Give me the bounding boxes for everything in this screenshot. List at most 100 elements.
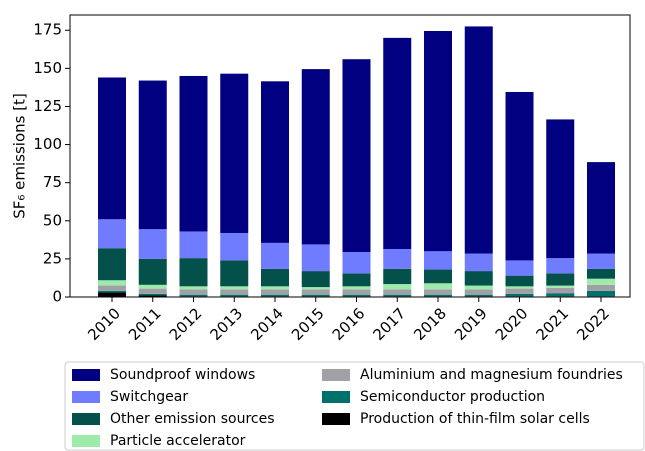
bar-segment (424, 294, 452, 297)
legend-swatch (322, 369, 350, 381)
bar-segment (301, 287, 330, 290)
bar-segment (546, 296, 575, 297)
bar-segment (98, 285, 126, 291)
bar-segment (383, 248, 412, 269)
x-tick-label: 2018 (410, 304, 450, 344)
y-tick-label: 100 (33, 135, 62, 153)
legend-swatch (72, 391, 100, 403)
legend-swatch (322, 413, 350, 425)
x-tick-label: 2020 (492, 304, 532, 344)
x-tick-label: 2021 (533, 304, 573, 344)
bar-segment (424, 31, 452, 252)
bar-segment (464, 253, 493, 272)
legend-label: Production of thin-film solar cells (360, 411, 590, 427)
bar-segment (98, 292, 126, 297)
bar-segment (261, 286, 289, 290)
y-tick-label: 175 (33, 21, 62, 39)
bar-segment (301, 244, 330, 272)
bar-segment (383, 268, 412, 285)
bar-segment (464, 26, 493, 254)
bar-segment (261, 268, 289, 287)
bar-segment (424, 296, 452, 297)
x-tick-label: 2019 (451, 304, 491, 344)
bar-segment (138, 284, 167, 289)
bar-segment (220, 289, 249, 295)
bar-segment (138, 288, 167, 294)
bar-segment (587, 268, 615, 279)
bar-segment (138, 293, 167, 296)
bar-segment (587, 296, 615, 297)
bar-segment (464, 285, 493, 290)
bar-segment (424, 283, 452, 290)
bar-segment (587, 290, 615, 297)
x-tick-label: 2013 (207, 304, 247, 344)
bar-segment (342, 252, 371, 274)
legend-swatch (72, 413, 100, 425)
legend-label: Aluminium and magnesium foundries (360, 367, 623, 383)
bar-segment (424, 269, 452, 284)
bar-segment (505, 296, 534, 297)
y-tick-label: 125 (33, 97, 62, 115)
bar-segment (505, 286, 534, 289)
bar-segment (383, 294, 412, 297)
bar-segment (546, 258, 575, 274)
bar-segment (342, 59, 371, 253)
legend-label: Particle accelerator (110, 433, 246, 449)
bar-segment (383, 289, 412, 295)
bar-segment (546, 285, 575, 288)
bar-segment (138, 80, 167, 230)
bar-segment (261, 294, 289, 297)
bar-segment (138, 258, 167, 285)
y-tick-label: 25 (43, 249, 62, 267)
legend-swatch (322, 391, 350, 403)
bar-segment (138, 295, 167, 297)
y-axis-label: SF₆ emissions [t] (11, 93, 29, 219)
legend-label: Soundproof windows (110, 367, 255, 383)
y-tick-label: 150 (33, 59, 62, 77)
bar-segment (546, 119, 575, 259)
legend: Soundproof windows Switchgear Other emissi… (72, 367, 623, 449)
bar-segment (220, 73, 249, 233)
legend-label: Semiconductor production (360, 389, 545, 405)
bar-segment (98, 77, 126, 220)
bar-segment (98, 248, 126, 281)
bar-segment (179, 258, 208, 287)
bar-segment (464, 294, 493, 297)
bar-segment (505, 260, 534, 276)
bar-segment (179, 286, 208, 290)
y-tick-label: 0 (52, 288, 62, 306)
bar-segment (220, 260, 249, 287)
bar-segment (261, 296, 289, 297)
bar-segment (220, 294, 249, 297)
x-tick-label: 2015 (288, 304, 328, 344)
bar-segment (220, 286, 249, 290)
bar-segment (138, 229, 167, 259)
bar-segment (179, 294, 208, 297)
bar-segment (464, 289, 493, 295)
bar-segment (505, 275, 534, 287)
bar-segment (179, 231, 208, 259)
bar-segment (342, 296, 371, 297)
bar-segment (546, 287, 575, 294)
bar-segment (587, 284, 615, 291)
bar-segment (220, 296, 249, 297)
legend-box (64, 361, 645, 451)
bar-segment (179, 296, 208, 297)
y-tick-label: 50 (43, 211, 62, 229)
x-tick-label: 2016 (329, 304, 369, 344)
bar-segment (261, 242, 289, 269)
bar-segment (301, 271, 330, 288)
bar-segment (179, 75, 208, 232)
x-tick-label: 2022 (573, 304, 613, 344)
bar-segment (261, 289, 289, 295)
bar-segment (546, 273, 575, 286)
bar-segment (220, 232, 249, 261)
bar-segment (342, 286, 371, 290)
bar-segment (587, 278, 615, 285)
bar-segment (505, 293, 534, 297)
bar-segment (98, 219, 126, 249)
bar-segment (301, 294, 330, 297)
bar-segment (505, 91, 534, 261)
bar-segment (342, 273, 371, 287)
